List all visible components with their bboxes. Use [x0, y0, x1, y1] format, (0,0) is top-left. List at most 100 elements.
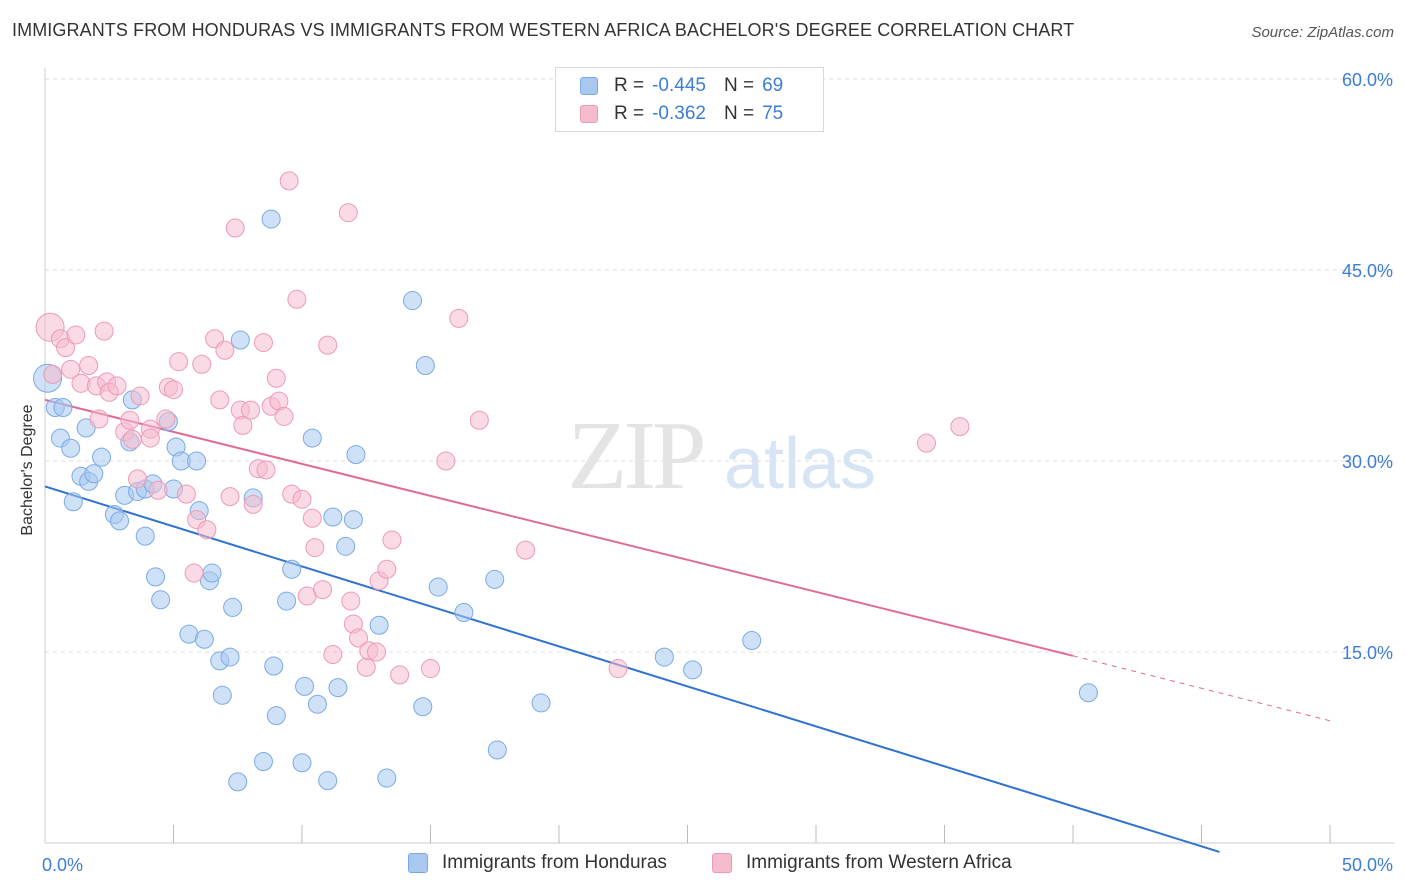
point-western-africa — [367, 642, 387, 662]
point-western-africa — [79, 356, 99, 375]
point-honduras — [531, 693, 551, 713]
point-honduras — [415, 356, 435, 375]
source-label: Source: ZipAtlas.com — [1251, 24, 1394, 41]
point-honduras — [323, 507, 343, 527]
point-western-africa — [469, 410, 489, 430]
point-western-africa — [313, 580, 333, 600]
point-honduras — [346, 445, 366, 465]
series-swatch-honduras — [408, 853, 428, 873]
legend-r-label: R = — [614, 103, 645, 124]
point-honduras — [187, 451, 207, 471]
legend-r-value: -0.445 — [652, 75, 706, 96]
series-name-honduras: Immigrants from Honduras — [442, 852, 667, 873]
watermark: ZIP atlas — [568, 402, 877, 510]
point-western-africa — [421, 659, 440, 679]
point-honduras — [264, 656, 284, 676]
trend-line-honduras — [44, 485, 1220, 853]
point-honduras — [742, 631, 762, 651]
point-western-africa — [241, 400, 261, 420]
point-western-africa — [148, 480, 168, 500]
point-western-africa — [253, 333, 273, 353]
point-western-africa — [338, 203, 358, 223]
point-western-africa — [61, 359, 81, 379]
point-honduras — [403, 291, 423, 311]
data-points — [33, 171, 1098, 792]
point-honduras — [377, 768, 397, 788]
y-axis-label: Bachelor's Degree — [19, 404, 36, 536]
legend-n-value: 69 — [762, 75, 784, 96]
trend-lines — [44, 398, 1331, 853]
point-honduras — [110, 511, 130, 531]
point-western-africa — [169, 352, 189, 372]
point-honduras — [228, 772, 248, 792]
point-western-africa — [43, 364, 63, 384]
point-honduras — [307, 694, 327, 714]
legend-r-value: -0.362 — [652, 103, 706, 124]
watermark-zip: ZIP — [568, 402, 703, 510]
point-western-africa — [302, 508, 322, 528]
point-western-africa — [56, 338, 76, 358]
point-western-africa — [390, 665, 410, 685]
point-honduras — [194, 629, 214, 649]
point-honduras — [654, 647, 674, 667]
point-honduras — [212, 685, 232, 705]
point-honduras — [61, 438, 81, 458]
point-western-africa — [233, 415, 253, 435]
trend-line-western-africa — [44, 398, 1074, 657]
point-western-africa — [917, 433, 937, 453]
point-honduras — [282, 559, 302, 579]
point-western-africa — [382, 530, 402, 550]
legend-row-western-africa: R = -0.362 N = 75 — [580, 102, 783, 126]
point-western-africa — [349, 628, 369, 648]
point-western-africa — [287, 289, 307, 309]
legend-n-label: N = — [723, 103, 755, 124]
series-legend-honduras: Immigrants from Honduras — [408, 852, 667, 874]
legend-swatch-honduras — [580, 77, 598, 95]
point-honduras — [84, 464, 104, 484]
point-western-africa — [274, 406, 294, 426]
point-honduras — [266, 706, 286, 726]
point-honduras — [336, 536, 356, 556]
point-honduras — [413, 697, 433, 717]
series-legend-western-africa: Immigrants from Western Africa — [712, 852, 1012, 874]
point-western-africa — [256, 460, 276, 480]
point-honduras — [261, 209, 281, 229]
point-honduras — [454, 603, 474, 623]
legend-n-value: 75 — [762, 103, 784, 124]
point-western-africa — [215, 340, 235, 360]
point-western-africa — [210, 390, 230, 410]
x-tick-label: 50.0% — [1342, 855, 1393, 875]
trend-line-western-africa-extension — [1072, 655, 1331, 722]
point-western-africa — [318, 335, 338, 355]
point-honduras — [92, 447, 112, 467]
legend-n-label: N = — [723, 75, 755, 96]
point-honduras — [428, 577, 448, 597]
legend-row-honduras: R = -0.445 N = 69 — [580, 74, 783, 98]
point-honduras — [369, 615, 389, 635]
point-western-africa — [243, 494, 263, 514]
point-honduras — [202, 563, 222, 583]
point-western-africa — [184, 563, 204, 583]
legend-r-label: R = — [614, 75, 645, 96]
point-western-africa — [225, 218, 245, 238]
point-honduras — [683, 660, 703, 680]
point-honduras — [253, 752, 273, 772]
point-honduras — [485, 569, 505, 589]
point-western-africa — [107, 376, 127, 396]
legend-swatch-western-africa — [580, 105, 598, 123]
point-western-africa — [950, 417, 970, 437]
point-western-africa — [341, 591, 361, 611]
point-western-africa — [608, 659, 628, 679]
y-tick-label: 15.0% — [1342, 643, 1393, 663]
point-western-africa — [156, 409, 176, 429]
point-honduras — [135, 526, 155, 546]
point-western-africa — [89, 409, 109, 429]
point-western-africa — [128, 469, 148, 489]
point-western-africa — [192, 354, 212, 374]
point-western-africa — [94, 321, 114, 341]
x-tick-label: 0.0% — [42, 855, 83, 875]
chart-title: IMMIGRANTS FROM HONDURAS VS IMMIGRANTS F… — [12, 20, 1075, 40]
point-western-africa — [220, 487, 240, 507]
point-western-africa — [279, 171, 299, 191]
